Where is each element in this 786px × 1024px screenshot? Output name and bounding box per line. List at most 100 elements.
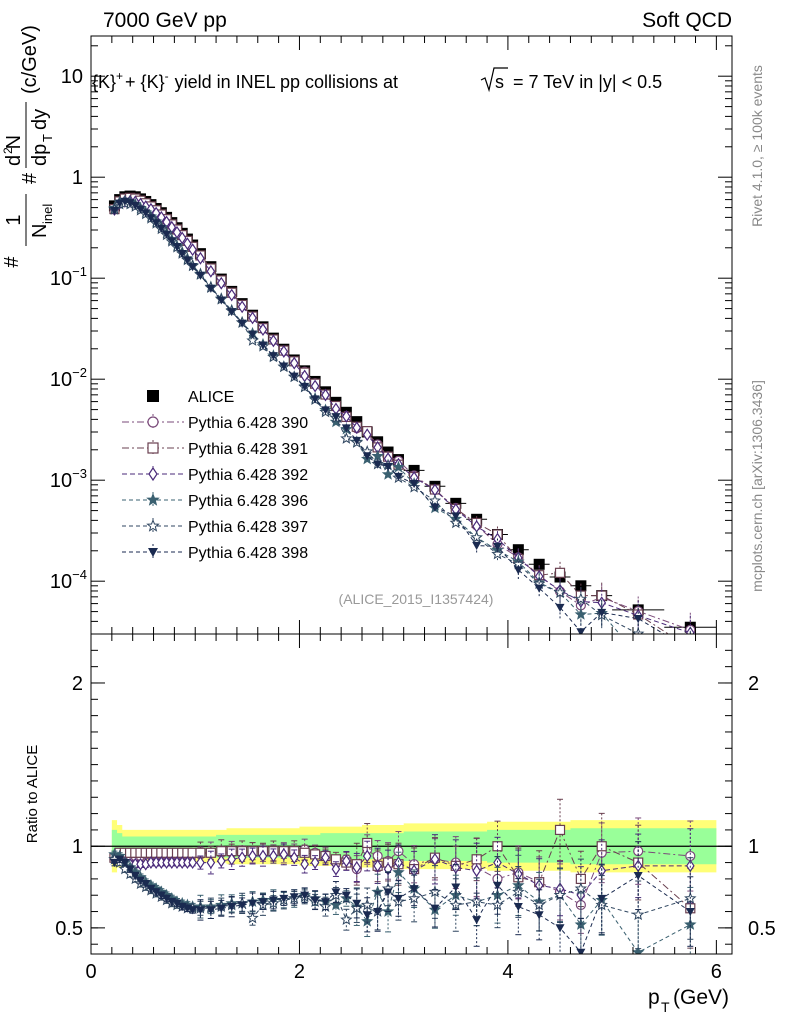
ylabel-dN: d N [3,135,25,166]
series-point-main [352,436,362,446]
series-point-ratio [362,849,372,863]
series-point-ratio [430,852,440,866]
series-line-ratio [114,858,691,954]
series-point-ratio [373,907,383,917]
series-point-main [310,379,320,393]
series-point-main [597,608,607,618]
series-point-main [633,614,643,624]
legend-label: Pythia 6.428 398 [188,545,308,562]
series-point-ratio [472,864,481,878]
ratio-y-tick-label: 2 [72,673,83,695]
series-line-main [114,200,691,634]
series-point-ratio [246,911,259,924]
series-point-ratio [321,898,331,907]
series-point-main [631,627,645,634]
series-point-ratio [352,860,362,874]
series-point-ratio [136,876,146,886]
series-point-main [183,237,192,251]
series-point-main [685,639,695,648]
series-point-ratio [383,888,393,897]
series-point-ratio [449,898,463,911]
main-plot-area [108,190,717,660]
series-point-main [392,460,405,473]
series-point-main [237,300,247,314]
series-point-main [492,542,502,552]
series-point-ratio [631,945,645,954]
series-point-ratio [321,851,330,865]
series-point-main [393,472,403,481]
header-energy-label: 7000 GeV pp [103,9,227,32]
series-point-main [167,220,177,234]
series-point-ratio [534,911,544,920]
series-point-ratio [227,903,237,912]
ratio-frame [90,633,733,955]
series-point-main [381,467,395,480]
series-point-main [554,567,566,578]
series-point-ratio [216,904,226,913]
series-point-main [167,237,177,246]
series-point-main [428,494,442,506]
series-point-ratio [631,908,645,921]
series-point-main [633,651,643,660]
series-point-main [383,462,393,471]
series-point-ratio [237,901,247,910]
legend-marker [146,492,160,506]
title-sup-minus: - [165,69,169,83]
legend-label: Pythia 6.428 391 [188,441,308,458]
series-point-ratio [146,885,156,894]
series-point-main [237,319,247,328]
ylabel-T: T [40,134,55,142]
series-point-ratio [360,898,374,911]
series-point-main [342,409,351,423]
legend-label: Pythia 6.428 397 [188,519,308,536]
series-point-main [685,626,695,634]
y-tick-label: 10−2 [50,365,87,391]
series-point-ratio [237,851,247,865]
svg-text:{K}++ {K}-yield in INEL pp col: {K}+ + {K}- yield in INEL pp collisions at [92,69,398,92]
series-point-ratio [472,916,482,925]
series-point-main [491,547,504,560]
series-point-ratio [151,888,161,897]
series-point-main [188,263,198,272]
ylabel-n: N [29,224,51,238]
series-point-main [248,330,258,339]
ratio-y-tick-label-right: 1 [748,836,759,858]
series-point-ratio [279,847,289,861]
plot-title: {K}+ + {K}- yield in INEL pp collisions at… [92,67,662,93]
series-point-ratio [130,872,140,881]
series-point-ratio [310,896,320,905]
series-point-ratio [555,924,565,933]
series-point-ratio [373,859,382,873]
series-point-main [109,206,119,215]
series-line-ratio [114,828,691,909]
series-point-ratio [188,856,197,870]
title-kaon-plus: {K} [92,72,116,92]
legend-marker [147,390,159,402]
series-point-ratio [227,852,237,866]
series-point-ratio [633,872,643,881]
series-point-main [216,276,226,290]
series-point-ratio [162,894,172,903]
series-point-main [300,382,310,391]
series-point-ratio [554,824,566,836]
legend-marker [146,518,160,532]
series-point-ratio [513,903,523,912]
main-y-axis: 10−4 10−3 10−2 10−1 1 10 [50,36,732,635]
ratio-panel: 0.5 0.5 1 1 2 2 0 2 4 6 [55,633,776,983]
legend-label: Pythia 6.428 392 [188,467,308,484]
series-point-ratio [310,856,320,870]
series-point-ratio [156,891,166,900]
series-point-ratio [451,883,461,892]
series-point-ratio [392,865,405,878]
y-tick-label: 10 [61,66,83,88]
series-point-main [352,421,362,435]
series-point-main [246,334,259,346]
series-point-main [196,251,205,265]
title-energy-range: = 7 TeV in |y| < 0.5 [513,72,662,92]
title-sqrt-s: s [495,72,504,92]
alice-point [533,558,545,570]
title-kaon-minus: + {K} [125,72,165,92]
series-point-main [362,452,372,461]
series-point-ratio [300,891,310,900]
series-point-ratio [289,851,299,865]
